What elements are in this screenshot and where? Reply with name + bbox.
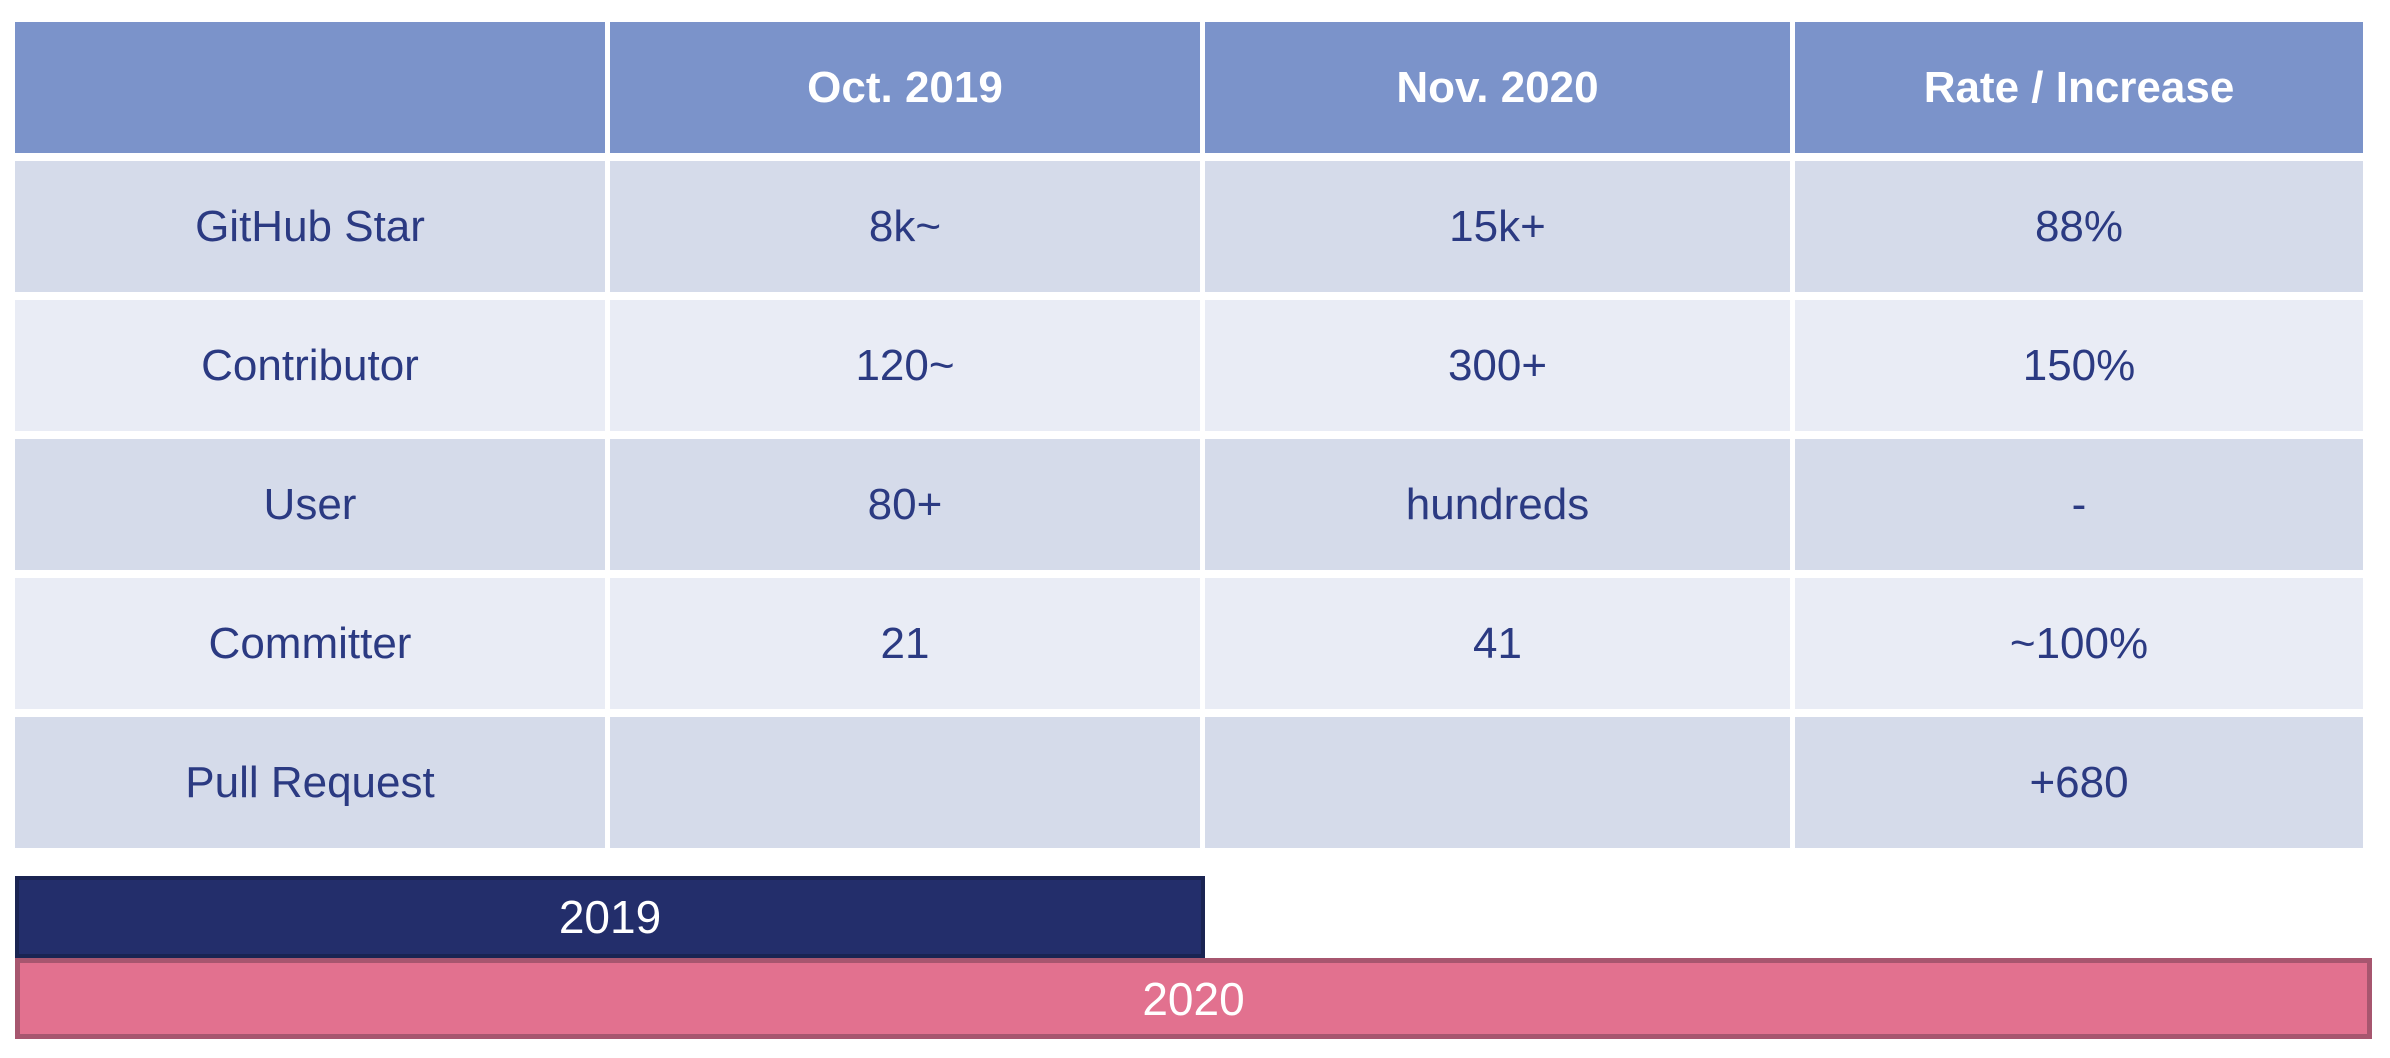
cell-committer-oct-2019: 21 xyxy=(610,578,1200,709)
cell-committer-rate: ~100% xyxy=(1795,578,2363,709)
cell-pull-request-rate: +680 xyxy=(1795,717,2363,848)
header-cell-empty xyxy=(15,22,605,153)
header-cell-oct-2019: Oct. 2019 xyxy=(610,22,1200,153)
cell-contributor-oct-2019: 120~ xyxy=(610,300,1200,431)
cell-committer-nov-2020: 41 xyxy=(1205,578,1790,709)
row-label-pull-request: Pull Request xyxy=(15,717,605,848)
header-cell-nov-2020: Nov. 2020 xyxy=(1205,22,1790,153)
header-cell-rate-increase: Rate / Increase xyxy=(1795,22,2363,153)
cell-contributor-nov-2020: 300+ xyxy=(1205,300,1790,431)
row-label-contributor: Contributor xyxy=(15,300,605,431)
cell-pull-request-nov-2020 xyxy=(1205,717,1790,848)
timeline-bar-2020: 2020 xyxy=(15,958,2372,1039)
timeline-bar-2019: 2019 xyxy=(15,876,1205,958)
row-label-user: User xyxy=(15,439,605,570)
cell-user-oct-2019: 80+ xyxy=(610,439,1200,570)
cell-contributor-rate: 150% xyxy=(1795,300,2363,431)
cell-user-rate: - xyxy=(1795,439,2363,570)
cell-github-star-rate: 88% xyxy=(1795,161,2363,292)
timeline-bar-2019-label: 2019 xyxy=(558,891,662,943)
cell-github-star-nov-2020: 15k+ xyxy=(1205,161,1790,292)
stats-table: Oct. 2019 Nov. 2020 Rate / Increase GitH… xyxy=(15,22,2363,848)
cell-github-star-oct-2019: 8k~ xyxy=(610,161,1200,292)
cell-user-nov-2020: hundreds xyxy=(1205,439,1790,570)
row-label-github-star: GitHub Star xyxy=(15,161,605,292)
row-label-committer: Committer xyxy=(15,578,605,709)
cell-pull-request-oct-2019 xyxy=(610,717,1200,848)
timeline-bar-2020-label: 2020 xyxy=(1142,972,1245,1025)
